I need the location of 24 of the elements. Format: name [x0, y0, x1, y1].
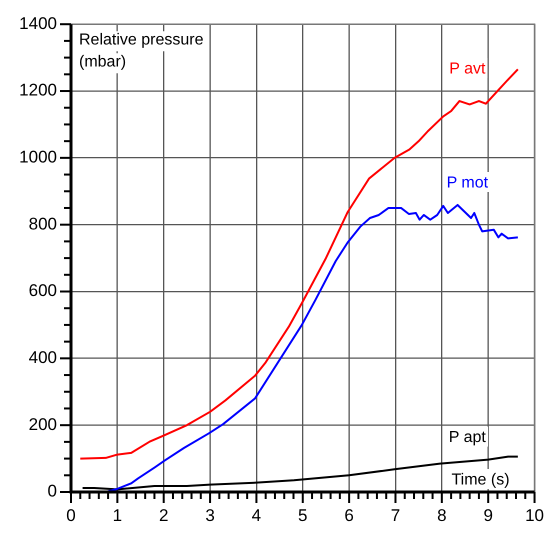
series-label: P avt: [449, 60, 486, 78]
y-tick-label: 800: [28, 214, 57, 234]
x-tick-label: 7: [390, 506, 400, 525]
x-tick-label: 8: [437, 506, 447, 525]
x-tick-label: 9: [483, 506, 493, 525]
y-tick-label: 1200: [19, 80, 57, 100]
y-axis-title: Relative pressure (mbar): [79, 32, 204, 71]
x-tick-label: 0: [66, 506, 76, 525]
x-tick-label: 1: [112, 506, 122, 525]
y-tick-label: 400: [28, 348, 57, 368]
x-tick-label: 5: [298, 506, 308, 525]
x-tick-label: 6: [344, 506, 354, 525]
x-tick-label: 4: [252, 506, 262, 525]
x-axis-title: Time (s): [451, 471, 510, 488]
y-tick-label: 200: [28, 414, 57, 434]
x-tick-label: 2: [158, 506, 168, 525]
series-label: P mot: [446, 174, 489, 192]
y-tick-label: 1400: [19, 14, 57, 33]
y-tick-label: 0: [48, 482, 57, 501]
y-tick-label: 1000: [19, 148, 57, 167]
x-tick-label: 10: [525, 506, 544, 525]
series-label: P apt: [448, 428, 486, 446]
y-tick-label: 600: [28, 281, 57, 300]
x-tick-label: 3: [205, 506, 215, 525]
